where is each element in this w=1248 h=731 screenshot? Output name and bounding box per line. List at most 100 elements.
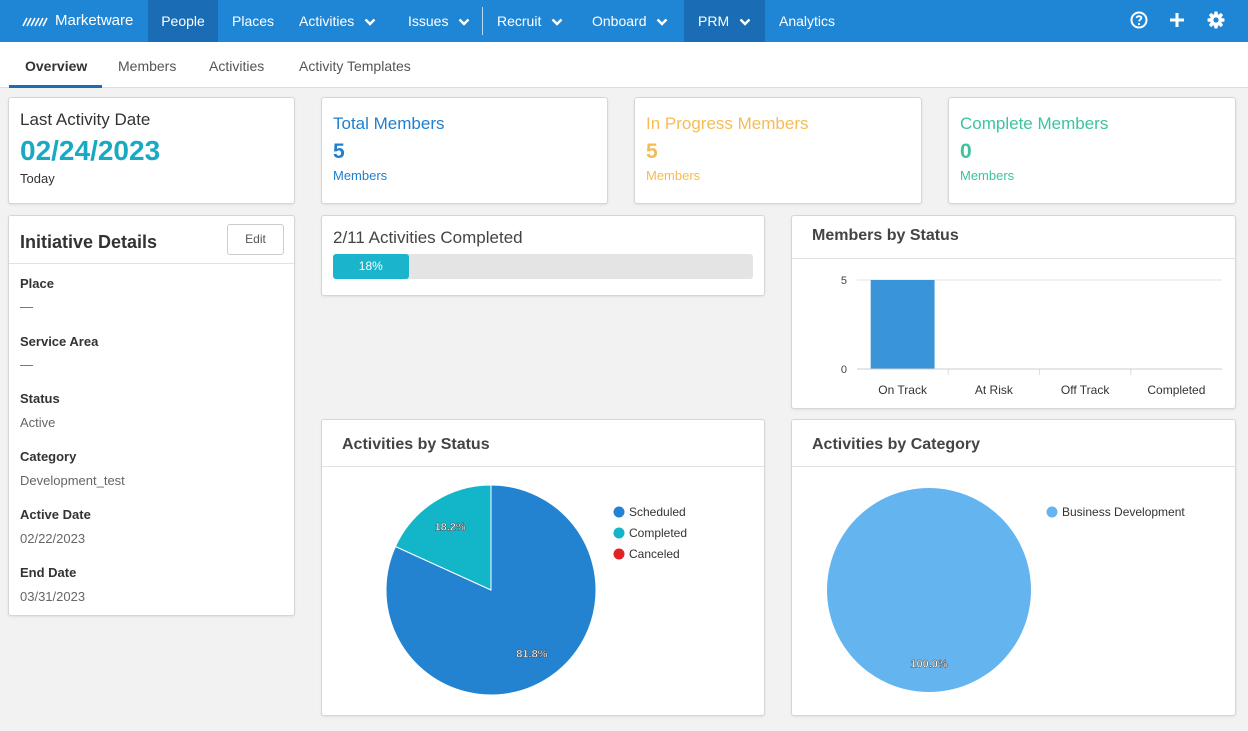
top-nav: Marketware People Places Activities Issu…: [0, 0, 1248, 42]
nav-item-label: Issues: [408, 13, 449, 29]
nav-item-label: Analytics: [779, 13, 836, 29]
nav-item-places[interactable]: Places: [232, 0, 274, 42]
legend-swatch: [613, 548, 625, 560]
legend-label[interactable]: Scheduled: [629, 505, 686, 519]
progress-track: 18%: [333, 254, 753, 279]
field-value-active-date: 02/22/2023: [20, 531, 86, 546]
y-tick-label: 0: [841, 364, 847, 376]
activities-by-status-card: Activities by Status 81.8% 18.2% Scheduled…: [321, 419, 765, 716]
pie-slice[interactable]: [394, 484, 492, 591]
chevron-down-icon: [459, 18, 470, 26]
stat-value: 5: [333, 140, 345, 163]
panel-title: Activities by Status: [342, 436, 490, 453]
tab-activity-templates[interactable]: Activity Templates: [299, 58, 411, 74]
edit-button[interactable]: Edit: [227, 224, 284, 255]
nav-item-recruit[interactable]: Recruit: [497, 0, 563, 42]
tab-overview[interactable]: Overview: [25, 58, 88, 74]
nav-item-activities[interactable]: Activities: [299, 0, 376, 42]
members-by-status-card: Members by Status 0 5 On Track At Risk Off T…: [791, 215, 1236, 409]
activities-category-pie-chart: 100.0% Business Development: [827, 488, 1185, 692]
chevron-down-icon: [364, 18, 376, 26]
plus-icon[interactable]: [1167, 10, 1187, 30]
legend-swatch: [613, 506, 625, 518]
divider: [792, 258, 1235, 259]
field-label-end-date: End Date: [20, 565, 77, 580]
sub-tabs: Overview Members Activities Activity Tem…: [0, 42, 1248, 88]
last-activity-date: 02/24/2023: [20, 135, 161, 166]
field-value-service-area: —: [20, 357, 33, 372]
legend-swatch: [613, 527, 625, 539]
nav-item-prm[interactable]: PRM: [684, 0, 765, 42]
tab-activities[interactable]: Activities: [209, 58, 265, 74]
x-tick-label: Off Track: [1061, 383, 1110, 397]
complete-members-card[interactable]: Complete Members 0 Members: [948, 97, 1236, 204]
field-value-category: Development_test: [20, 473, 125, 488]
x-tick-label: At Risk: [975, 383, 1014, 397]
legend-label[interactable]: Business Development: [1062, 505, 1185, 519]
last-activity-sub: Today: [20, 171, 55, 186]
progress-fill: 18%: [333, 254, 409, 279]
field-label-status: Status: [20, 391, 60, 406]
nav-item-label: Recruit: [497, 13, 542, 29]
activities-status-pie-chart: 81.8% 18.2% Scheduled Completed Canceled: [385, 484, 687, 696]
chevron-down-icon: [551, 18, 563, 26]
field-value-end-date: 03/31/2023: [20, 589, 86, 604]
nav-item-label: People: [161, 13, 205, 29]
x-tick-label: On Track: [878, 383, 928, 397]
logo-text: Marketware: [55, 12, 134, 29]
logo[interactable]: Marketware: [22, 12, 133, 29]
field-value-place: —: [20, 299, 33, 314]
nav-item-label: PRM: [698, 13, 730, 29]
legend-label[interactable]: Completed: [629, 526, 687, 540]
divider: [9, 263, 294, 264]
stat-sub: Members: [646, 168, 701, 183]
stat-sub: Members: [960, 168, 1015, 183]
activities-progress-card: 2/11 Activities Completed 18%: [321, 215, 765, 296]
nav-item-people[interactable]: People: [148, 0, 218, 42]
legend-swatch: [1046, 506, 1058, 518]
members-bar-chart: 0 5 On Track At Risk Off Track Completed: [841, 275, 1222, 397]
last-activity-card: Last Activity Date 02/24/2023 Today: [8, 97, 295, 204]
nav-item-label: Onboard: [592, 13, 647, 29]
last-activity-title: Last Activity Date: [20, 110, 151, 129]
field-value-status: Active: [20, 415, 56, 430]
y-tick-label: 5: [841, 275, 847, 287]
field-label-active-date: Active Date: [20, 507, 91, 522]
slice-value-label: 18.2%: [434, 521, 465, 533]
initiative-title: Initiative Details: [20, 232, 158, 252]
stat-value: 0: [960, 140, 972, 163]
chevron-down-icon: [739, 18, 751, 26]
logo-icon: [22, 17, 48, 26]
stat-title: Total Members: [333, 114, 445, 133]
panel-title: Activities by Category: [812, 436, 981, 453]
nav-item-onboard[interactable]: Onboard: [592, 0, 668, 42]
stat-sub: Members: [333, 168, 388, 183]
tab-members[interactable]: Members: [118, 58, 177, 74]
nav-item-analytics[interactable]: Analytics: [779, 0, 835, 42]
x-tick-label: Completed: [1147, 383, 1205, 397]
slice-value-label: 81.8%: [516, 649, 547, 661]
progress-title: 2/11 Activities Completed: [333, 228, 523, 247]
stat-value: 5: [646, 140, 658, 163]
total-members-card[interactable]: Total Members 5 Members: [321, 97, 608, 204]
field-label-category: Category: [20, 449, 77, 464]
activities-by-category-card: Activities by Category 100.0% Business De…: [791, 419, 1236, 716]
divider: [322, 466, 764, 467]
active-tab-indicator: [9, 85, 102, 88]
legend-label[interactable]: Canceled: [629, 547, 680, 561]
chevron-down-icon: [657, 18, 668, 26]
in-progress-members-card[interactable]: In Progress Members 5 Members: [634, 97, 922, 204]
bar[interactable]: [870, 280, 935, 369]
divider: [792, 466, 1235, 467]
nav-item-label: Activities: [299, 13, 355, 29]
gear-icon[interactable]: [1206, 10, 1226, 30]
stat-title: Complete Members: [960, 114, 1109, 133]
nav-divider: [482, 7, 483, 35]
help-icon[interactable]: [1129, 10, 1149, 30]
panel-title: Members by Status: [812, 227, 959, 244]
pie-slice[interactable]: [827, 488, 1031, 692]
nav-item-issues[interactable]: Issues: [408, 0, 470, 42]
slice-value-label: 100.0%: [910, 658, 948, 670]
nav-item-label: Places: [232, 13, 275, 29]
field-label-place: Place: [20, 276, 54, 291]
